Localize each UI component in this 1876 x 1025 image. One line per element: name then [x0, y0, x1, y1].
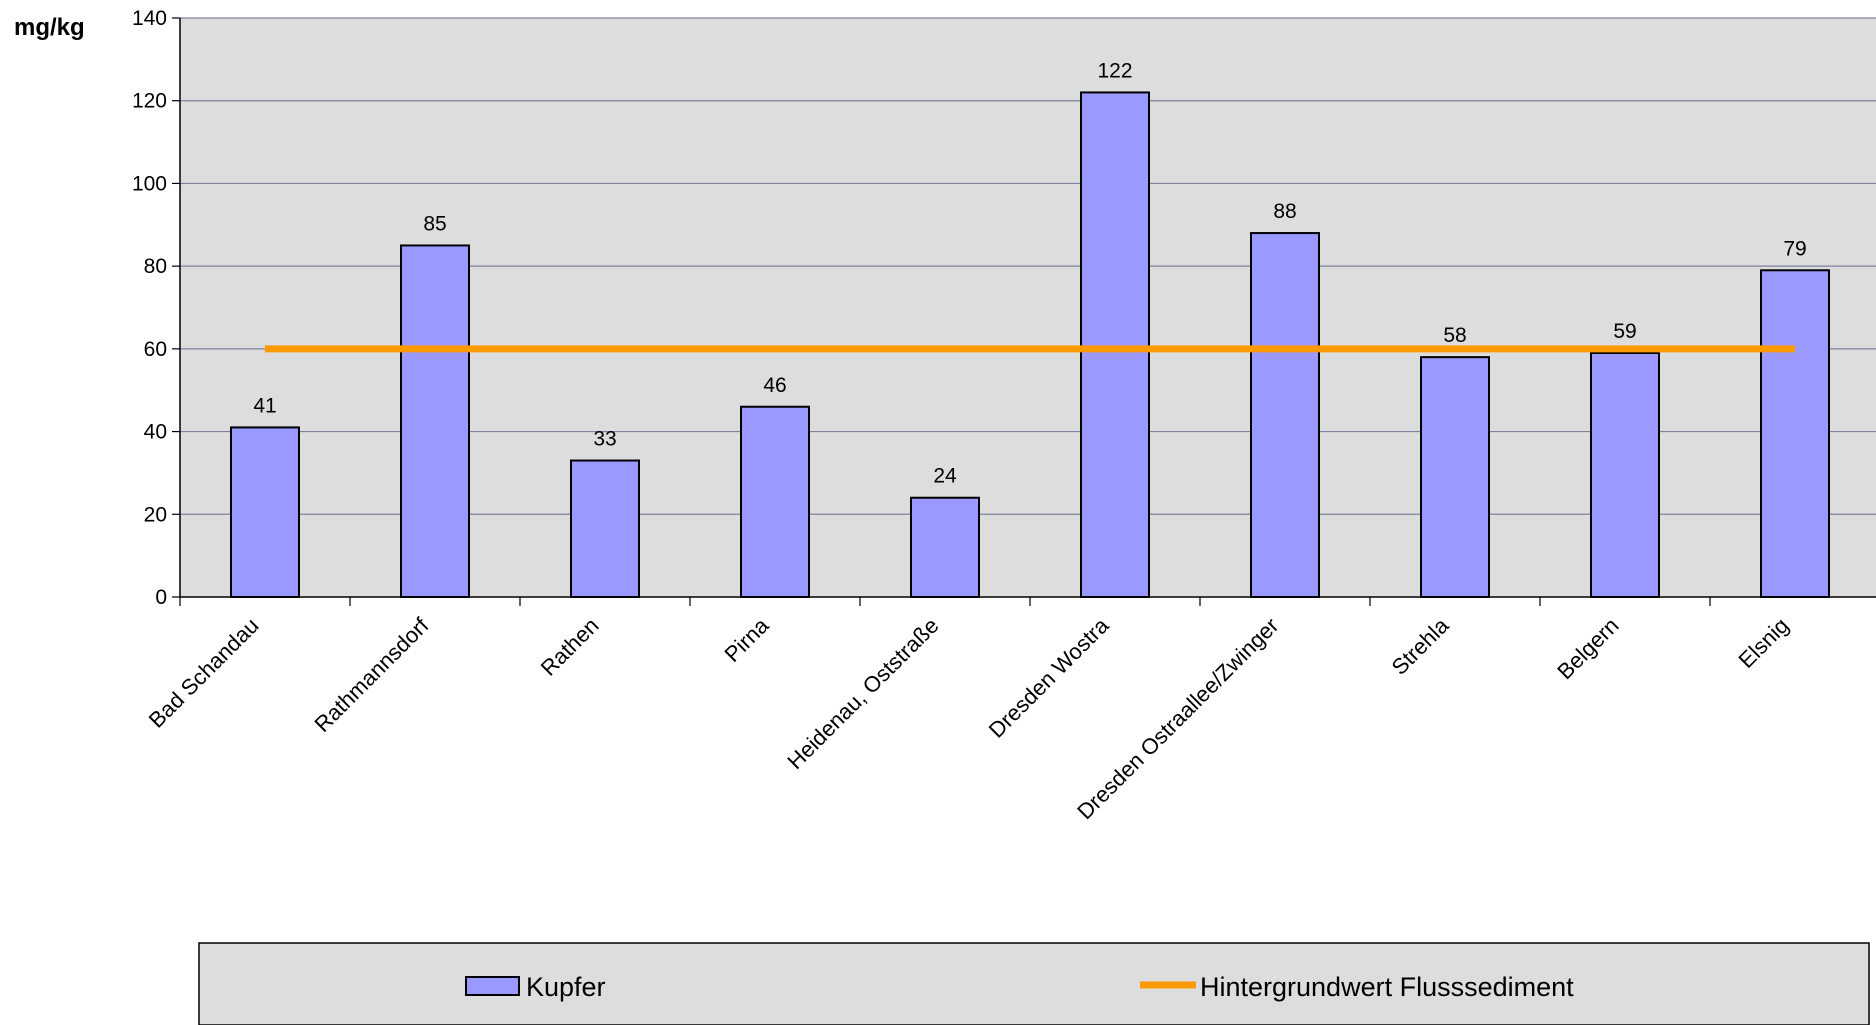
x-tick-label-heidenau-oststra-e: Heidenau, Oststraße — [782, 613, 943, 774]
data-label-bad-schandau: 41 — [253, 394, 276, 417]
data-label-strehla: 58 — [1443, 324, 1466, 347]
legend-box — [198, 942, 1870, 1025]
legend-label-kupfer: Kupfer — [526, 972, 606, 1002]
legend-swatch-kupfer — [465, 976, 520, 996]
data-label-belgern: 59 — [1613, 320, 1636, 343]
x-tick-label-dresden-ostraallee-zwinger: Dresden Ostraallee/Zwinger — [1072, 613, 1283, 824]
y-axis-title: mg/kg — [14, 14, 85, 41]
bar-series — [230, 91, 1830, 599]
bar-rathen — [570, 459, 640, 598]
y-tick-label-20: 20 — [144, 503, 167, 526]
x-tick-label-elsnig: Elsnig — [1733, 613, 1793, 673]
bar-pirna — [740, 405, 810, 598]
x-tick-label-rathen: Rathen — [536, 613, 604, 681]
data-label-rathmannsdorf: 85 — [423, 212, 446, 235]
legend-label-hintergrundwert: Hintergrundwert Flusssediment — [1200, 972, 1574, 1002]
legend: Kupfer Hintergrundwert Flusssediment — [198, 942, 1870, 1025]
bar-dresden-wostra — [1080, 91, 1150, 598]
y-tick-label-0: 0 — [155, 586, 167, 609]
bar-belgern — [1590, 351, 1660, 598]
y-tick-label-60: 60 — [144, 338, 167, 361]
data-label-elsnig: 79 — [1783, 237, 1806, 260]
bar-strehla — [1420, 356, 1490, 598]
bar-elsnig — [1760, 269, 1830, 598]
data-label-heidenau-oststra-e: 24 — [933, 465, 957, 488]
x-tick-label-belgern: Belgern — [1552, 613, 1623, 684]
data-label-rathen: 33 — [593, 428, 616, 451]
x-tick-label-rathmannsdorf: Rathmannsdorf — [309, 612, 434, 737]
data-label-dresden-wostra: 122 — [1097, 59, 1132, 82]
y-tick-label-100: 100 — [132, 172, 167, 195]
bar-dresden-ostraallee-zwinger — [1250, 232, 1320, 599]
y-axis: 0 20 40 60 80 100 120 140 — [132, 7, 181, 609]
y-tick-label-140: 140 — [132, 7, 167, 30]
bar-rathmannsdorf — [400, 244, 470, 598]
y-tick-label-120: 120 — [132, 90, 167, 113]
x-axis: Bad Schandau Rathmannsdorf Rathen Pirna Heid… — [144, 596, 1876, 824]
x-tick-label-bad-schandau: Bad Schandau — [144, 613, 264, 733]
y-tick-label-40: 40 — [144, 421, 167, 444]
x-tick-label-dresden-wostra: Dresden Wostra — [984, 612, 1114, 742]
x-tick-label-strehla: Strehla — [1387, 612, 1455, 680]
x-tick-label-pirna: Pirna — [720, 612, 775, 667]
data-label-pirna: 46 — [763, 374, 786, 397]
y-tick-label-80: 80 — [144, 255, 167, 278]
bar-bad-schandau — [230, 426, 300, 598]
bar-heidenau-oststra-e — [910, 496, 980, 598]
data-labels: 41 85 33 46 24 122 88 58 59 79 — [253, 59, 1806, 487]
data-label-dresden-ostraallee-zwinger: 88 — [1273, 200, 1296, 223]
